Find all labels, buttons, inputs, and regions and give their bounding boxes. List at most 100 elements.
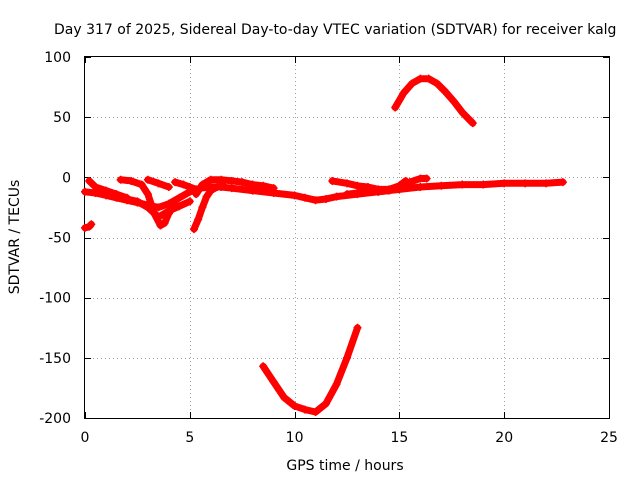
x-tick-label: 15 xyxy=(390,430,408,446)
data-point xyxy=(363,187,372,196)
series-arc-05 xyxy=(122,194,194,222)
data-point xyxy=(424,74,433,83)
data-point xyxy=(156,221,165,230)
data-point xyxy=(198,203,207,212)
data-point xyxy=(322,399,331,408)
data-point xyxy=(353,181,362,190)
data-point xyxy=(227,176,236,185)
data-point xyxy=(259,362,268,371)
data-point xyxy=(332,380,341,389)
data-point xyxy=(433,79,442,88)
data-point xyxy=(127,176,136,185)
x-tick-label: 25 xyxy=(600,430,618,446)
y-tick-label: 50 xyxy=(53,110,71,126)
series-arc-12 xyxy=(343,174,431,199)
data-point xyxy=(269,184,278,193)
data-point xyxy=(206,175,215,184)
data-point xyxy=(343,353,351,362)
y-tick-label: -50 xyxy=(48,231,71,247)
data-point xyxy=(416,74,425,83)
data-point xyxy=(521,179,530,188)
data-point xyxy=(458,180,467,189)
data-point xyxy=(558,178,567,187)
axis-ticks: 0 5 10 15 20 25 100 50 0 -50 -100 -150 -200 xyxy=(39,50,618,446)
plot-frame xyxy=(84,56,610,419)
data-point xyxy=(500,179,509,188)
data-point xyxy=(343,190,351,199)
data-point xyxy=(198,180,207,189)
data-point xyxy=(399,89,408,98)
data-point xyxy=(416,182,425,191)
data-point xyxy=(194,215,203,224)
data-point xyxy=(479,180,488,189)
data-series xyxy=(81,74,567,416)
series-trace xyxy=(259,324,361,416)
y-tick-label: 0 xyxy=(62,170,71,186)
data-point xyxy=(269,377,278,386)
data-point xyxy=(122,194,131,203)
data-point xyxy=(192,190,201,199)
data-point xyxy=(213,182,222,191)
y-tick-label: -100 xyxy=(39,291,71,307)
data-point xyxy=(154,179,163,188)
data-point xyxy=(85,176,94,185)
data-point xyxy=(407,79,416,88)
data-point xyxy=(290,401,299,410)
data-point xyxy=(542,179,551,188)
series-trace xyxy=(391,75,477,127)
chart-title: Day 317 of 2025, Sidereal Day-to-day VTE… xyxy=(54,22,616,38)
data-point xyxy=(248,180,257,189)
data-point xyxy=(116,175,125,184)
data-point xyxy=(179,180,188,189)
data-point xyxy=(301,193,310,202)
data-point xyxy=(322,194,331,203)
data-point xyxy=(332,192,341,201)
data-point xyxy=(290,191,299,200)
data-point xyxy=(112,190,121,199)
data-point xyxy=(189,225,198,234)
data-point xyxy=(202,192,211,201)
series-arc-06 xyxy=(143,175,173,191)
data-point xyxy=(449,97,458,106)
data-point xyxy=(437,181,446,190)
data-point xyxy=(164,182,173,191)
series-trace xyxy=(171,178,200,193)
y-tick-label: -200 xyxy=(39,411,71,427)
data-point xyxy=(143,175,152,184)
series-arc-10 xyxy=(259,323,362,416)
data-point xyxy=(395,182,404,191)
data-point xyxy=(143,190,152,199)
series-arc-03 xyxy=(85,176,131,202)
data-point xyxy=(160,219,169,228)
data-point xyxy=(143,203,152,212)
data-point xyxy=(391,103,400,112)
data-point xyxy=(311,196,320,205)
data-point xyxy=(259,181,268,190)
data-point xyxy=(171,178,180,187)
x-tick-label: 10 xyxy=(286,430,304,446)
data-point xyxy=(405,178,414,187)
x-tick-label: 20 xyxy=(495,430,513,446)
data-point xyxy=(328,176,337,185)
data-point xyxy=(137,180,146,189)
data-point xyxy=(217,175,226,184)
series-arc-09 xyxy=(192,175,278,199)
data-point xyxy=(81,223,89,232)
data-point xyxy=(185,182,194,191)
data-point xyxy=(185,197,194,206)
data-point xyxy=(238,178,247,187)
y-tick-label: 100 xyxy=(44,50,71,66)
data-point xyxy=(91,182,100,191)
data-point xyxy=(468,119,477,128)
data-point xyxy=(87,220,96,229)
data-point xyxy=(133,197,142,206)
data-point xyxy=(164,207,173,216)
y-axis-label: SDTVAR / TECUs xyxy=(7,180,23,295)
data-point xyxy=(227,184,236,193)
series-arc-07 xyxy=(171,178,201,194)
data-point xyxy=(343,179,351,188)
data-point xyxy=(101,186,110,195)
data-point xyxy=(175,202,184,211)
data-point xyxy=(458,108,467,117)
